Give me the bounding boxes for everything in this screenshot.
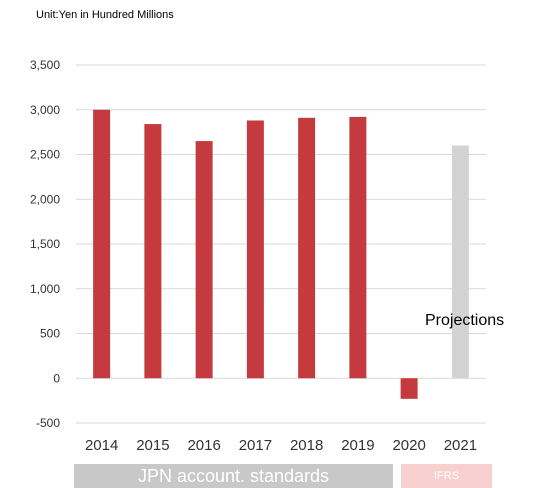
grid-lines (76, 64, 486, 424)
y-tick-label: -500 (36, 416, 60, 430)
ifrs-band: IFRS (401, 464, 492, 488)
x-tick-label: 2018 (290, 437, 323, 454)
y-tick-label: 2,000 (30, 192, 60, 206)
y-tick-label: 2,500 (30, 148, 60, 162)
bar-2021 (451, 145, 469, 379)
y-axis-ticks: -500 0 500 1,000 1,500 2,000 2,500 3,000 3,500 (30, 58, 60, 430)
bar-2018 (298, 117, 316, 379)
bars (93, 109, 469, 399)
x-tick-label: 2021 (444, 437, 477, 454)
x-tick-label: 2016 (187, 437, 220, 454)
x-tick-label: 2017 (239, 437, 272, 454)
bar-2019 (349, 116, 367, 379)
bar-2014 (93, 109, 111, 379)
bar-2015 (144, 124, 162, 379)
x-tick-label: 2019 (341, 437, 374, 454)
projections-annotation: Projections (425, 312, 505, 329)
y-tick-label: 1,500 (30, 237, 60, 251)
bar-2017 (246, 120, 264, 379)
x-tick-label: 2020 (392, 437, 425, 454)
y-tick-label: 500 (40, 327, 60, 341)
y-tick-label: 3,500 (30, 58, 60, 72)
bar-chart: -500 0 500 1,000 1,500 2,000 2,500 3,000 3,500 2… (30, 58, 486, 454)
x-tick-label: 2015 (136, 437, 169, 454)
bar-2016 (195, 141, 213, 379)
bar-2020 (400, 378, 418, 399)
y-tick-label: 3,000 (30, 103, 60, 117)
y-tick-label: 0 (53, 371, 60, 385)
jpn-standards-band: JPN account. standards (74, 464, 393, 488)
x-tick-label: 2014 (85, 437, 118, 454)
unit-label: Unit:Yen in Hundred Millions (36, 9, 174, 21)
x-axis-ticks: 2014 2015 2016 2017 2018 2019 2020 2021 (85, 437, 477, 454)
y-tick-label: 1,000 (30, 282, 60, 296)
